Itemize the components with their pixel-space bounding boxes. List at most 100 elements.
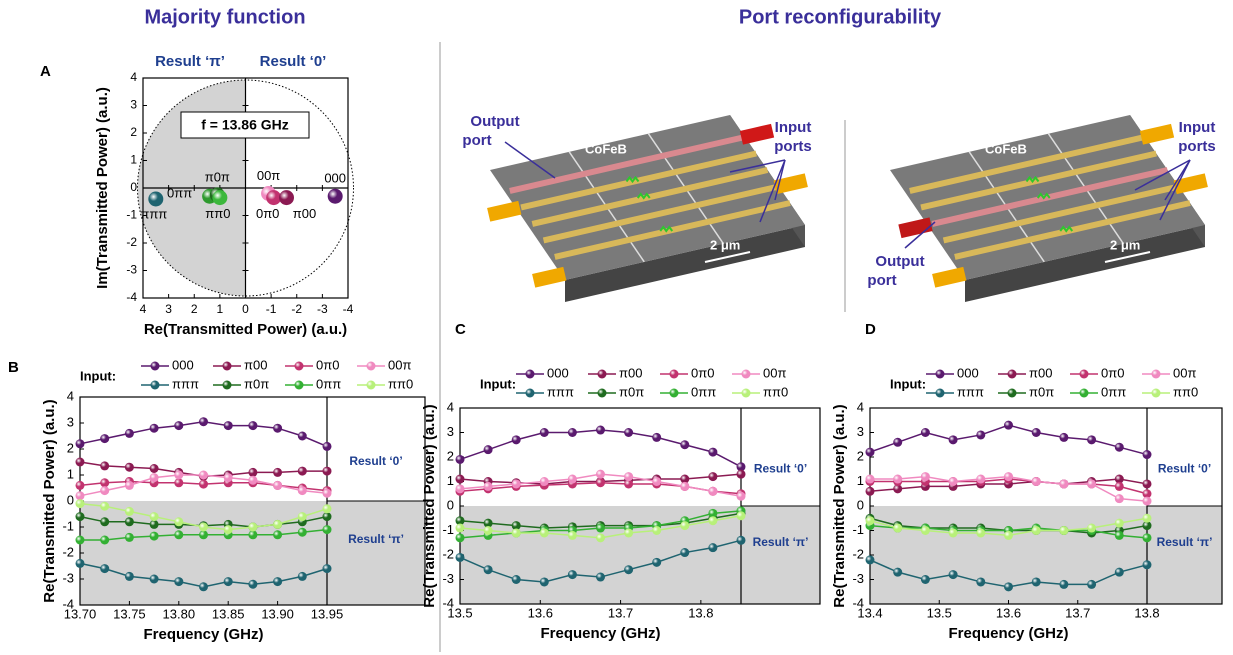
x-tick-label: 13.80 <box>163 606 196 621</box>
y-tick-label: 0 <box>857 497 864 512</box>
point <box>737 470 746 479</box>
point <box>484 565 493 574</box>
legend-label: 00π <box>763 365 786 380</box>
output-label: Output <box>470 113 519 130</box>
point <box>298 432 307 441</box>
output-label: Output <box>875 253 924 270</box>
legend-label: 0π0 <box>316 357 339 372</box>
legend-label: π00 <box>244 357 267 372</box>
point <box>248 580 257 589</box>
point <box>174 478 183 487</box>
point-label: π00 <box>293 206 316 221</box>
y-tick-label: -2 <box>442 546 454 561</box>
legend-label: 0ππ <box>316 376 341 391</box>
legend-marker <box>598 389 607 398</box>
point <box>456 455 465 464</box>
point <box>279 190 294 205</box>
point <box>1032 577 1041 586</box>
point <box>949 528 958 537</box>
annotation: Result ‘π’ <box>1157 535 1213 549</box>
heading: Port reconfigurability <box>739 6 942 28</box>
y-tick-label: 3 <box>130 98 137 112</box>
legend-label: ππ0 <box>1173 384 1198 399</box>
legend-marker <box>1008 370 1017 379</box>
point-label: 0ππ <box>167 186 192 201</box>
point <box>273 520 282 529</box>
y-axis-title: Re(Transmitted Power) (a.u.) <box>41 399 58 602</box>
point-label: 0π0 <box>256 206 279 221</box>
contact-pad <box>487 201 521 222</box>
x-tick-label: 13.85 <box>212 606 245 621</box>
point <box>125 429 134 438</box>
point <box>1004 472 1013 481</box>
point <box>1004 421 1013 430</box>
point <box>76 499 85 508</box>
legend-label: 0ππ <box>1101 384 1126 399</box>
point <box>652 433 661 442</box>
point <box>1087 435 1096 444</box>
y-tick-label: 0 <box>130 180 137 194</box>
y-axis-title: Re(Transmitted Power) (a.u.) <box>831 404 848 607</box>
point <box>150 464 159 473</box>
legend-marker <box>1008 389 1017 398</box>
point <box>596 478 605 487</box>
point <box>199 480 208 489</box>
x-tick-label: 13.75 <box>113 606 146 621</box>
point <box>273 481 282 490</box>
point <box>484 526 493 535</box>
point <box>100 536 109 545</box>
x-tick-label: 13.8 <box>1134 605 1159 620</box>
annotation: Result ‘0’ <box>754 461 807 475</box>
point <box>148 192 163 207</box>
x-tick-label: 13.7 <box>1065 605 1090 620</box>
point-label: ππ0 <box>205 206 230 221</box>
x-axis-title: Frequency (GHz) <box>143 626 263 643</box>
legend-label: 00π <box>388 357 411 372</box>
x-tick-label: 13.6 <box>528 605 553 620</box>
point <box>652 558 661 567</box>
legend-marker <box>936 370 945 379</box>
point <box>125 463 134 472</box>
x-tick-label: 4 <box>140 302 147 316</box>
point <box>568 475 577 484</box>
x-axis-title: Re(Transmitted Power) (a.u.) <box>144 321 347 338</box>
point <box>248 476 257 485</box>
y-axis-title: Im(Transmitted Power) (a.u.) <box>94 87 111 289</box>
point <box>1087 524 1096 533</box>
point <box>328 189 343 204</box>
point <box>248 530 257 539</box>
legend-label: πππ <box>172 376 199 391</box>
legend-label: 000 <box>957 365 979 380</box>
point <box>568 428 577 437</box>
point <box>100 434 109 443</box>
point <box>76 559 85 568</box>
point <box>976 475 985 484</box>
point <box>680 521 689 530</box>
point <box>1087 580 1096 589</box>
annotation: Result ‘0’ <box>260 53 327 70</box>
legend-marker <box>295 362 304 371</box>
y-tick-label: 1 <box>67 466 74 481</box>
annotation: f = 13.86 GHz <box>201 117 289 133</box>
y-tick-label: 1 <box>857 473 864 488</box>
point <box>100 486 109 495</box>
annotation: Result ‘π’ <box>348 532 404 546</box>
point <box>737 536 746 545</box>
legend-marker <box>1080 389 1089 398</box>
legend-marker <box>151 381 160 390</box>
input-label: ports <box>1178 138 1216 155</box>
annotation: Result ‘π’ <box>753 535 809 549</box>
input-label: Input <box>775 119 812 136</box>
point <box>949 477 958 486</box>
point <box>199 471 208 480</box>
point <box>976 528 985 537</box>
x-tick-label: -2 <box>291 302 302 316</box>
point <box>323 442 332 451</box>
y-tick-label: 0 <box>447 497 454 512</box>
point <box>1004 531 1013 540</box>
point <box>456 524 465 533</box>
point <box>484 482 493 491</box>
point <box>1143 514 1152 523</box>
point <box>100 502 109 511</box>
legend-marker <box>670 389 679 398</box>
